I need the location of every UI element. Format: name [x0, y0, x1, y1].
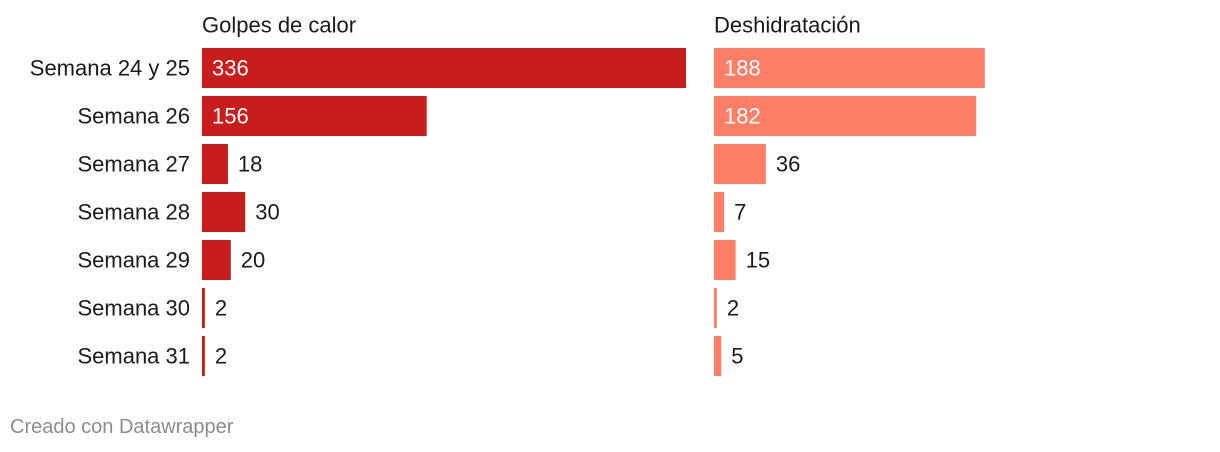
data-label: 5: [731, 344, 743, 369]
bar: [714, 48, 985, 88]
panel-title: Deshidratación: [714, 13, 861, 38]
bar: [714, 144, 766, 184]
bar: [714, 240, 736, 280]
data-label: 188: [724, 56, 761, 81]
bar: [202, 192, 246, 232]
data-label: 18: [238, 152, 262, 177]
bar: [202, 288, 205, 328]
bar: [714, 192, 725, 232]
data-label: 15: [746, 248, 770, 273]
data-label: 182: [724, 104, 761, 129]
footer-credit[interactable]: Creado con Datawrapper: [10, 416, 234, 438]
bar: [714, 96, 977, 136]
data-label: 7: [734, 200, 746, 225]
category-label: Semana 24 y 25: [30, 56, 190, 81]
bar: [202, 144, 228, 184]
data-label: 36: [776, 152, 800, 177]
category-label: Semana 29: [77, 248, 190, 273]
bar: [202, 240, 231, 280]
bar: [202, 336, 205, 376]
bar: [202, 48, 686, 88]
category-label: Semana 26: [77, 104, 190, 129]
category-label: Semana 27: [77, 152, 190, 177]
data-label: 2: [215, 296, 227, 321]
bar: [714, 336, 722, 376]
data-label: 336: [212, 56, 249, 81]
bar: [202, 96, 427, 136]
data-label: 2: [727, 296, 739, 321]
data-label: 156: [212, 104, 249, 129]
category-label: Semana 28: [77, 200, 190, 225]
bar: [714, 288, 717, 328]
category-label: Semana 30: [77, 296, 190, 321]
data-label: 20: [241, 248, 265, 273]
data-label: 30: [255, 200, 279, 225]
bar-chart: Semana 24 y 25 Semana 26 Semana 27 Semana 2…: [30, 13, 985, 376]
panel-title: Golpes de calor: [202, 13, 356, 38]
data-label: 2: [215, 344, 227, 369]
category-label: Semana 31: [77, 344, 190, 369]
